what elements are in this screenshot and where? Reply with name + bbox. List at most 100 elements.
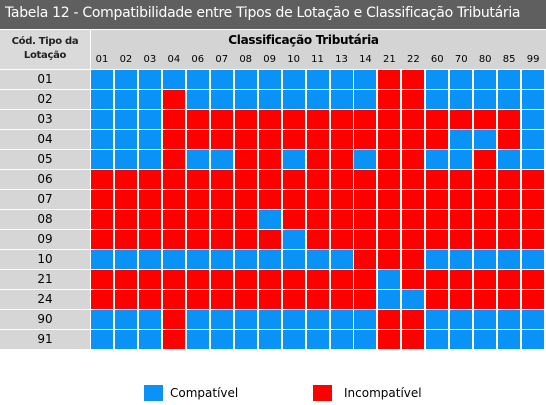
incompatible-cell <box>138 290 161 309</box>
row-label: 08 <box>0 210 90 229</box>
compatible-cell <box>258 210 281 229</box>
compatible-cell <box>282 330 305 349</box>
compatible-cell <box>91 130 113 149</box>
compatible-cell <box>402 290 425 309</box>
compatible-cell <box>354 310 377 329</box>
incompatible-cell <box>378 70 401 89</box>
incompatible-cell <box>306 290 329 309</box>
compatible-cell <box>450 250 473 269</box>
incompatible-cell <box>162 270 185 289</box>
incompatible-cell <box>210 110 233 129</box>
compatible-cell <box>91 330 113 349</box>
incompatible-cell <box>258 110 281 129</box>
compatible-cell <box>330 70 353 89</box>
incompatible-cell <box>330 170 353 189</box>
incompatible-cell <box>114 290 137 309</box>
incompatible-cell <box>91 290 113 309</box>
incompatible-cell <box>91 210 113 229</box>
compatible-cell <box>186 310 209 329</box>
column-code: 03 <box>143 54 157 65</box>
column-group-title: Classificação Tributária <box>228 33 379 47</box>
incompatible-cell <box>378 150 401 169</box>
incompatible-cell <box>426 290 449 309</box>
compatible-cell <box>114 90 137 109</box>
incompatible-cell <box>354 250 377 269</box>
incompatible-cell <box>402 230 425 249</box>
compatible-cell <box>138 150 161 169</box>
row-label: 05 <box>0 150 90 169</box>
compatible-cell <box>138 110 161 129</box>
incompatible-cell <box>162 150 185 169</box>
column-code: 22 <box>406 54 420 65</box>
incompatible-cell <box>186 270 209 289</box>
incompatible-cell <box>138 190 161 209</box>
incompatible-cell <box>186 210 209 229</box>
incompatible-cell <box>522 230 545 249</box>
compatible-cell <box>306 330 329 349</box>
incompatible-cell <box>402 330 425 349</box>
compatible-cell <box>522 150 545 169</box>
incompatible-cell <box>354 270 377 289</box>
incompatible-cell <box>234 210 257 229</box>
compatible-cell <box>186 250 209 269</box>
compatible-cell <box>498 150 521 169</box>
incompatible-cell <box>474 170 497 189</box>
incompatible-cell <box>378 210 401 229</box>
incompatible-cell <box>210 170 233 189</box>
incompatible-cell <box>402 70 425 89</box>
incompatible-cell <box>258 150 281 169</box>
compatible-cell <box>91 70 113 89</box>
compatible-cell <box>258 70 281 89</box>
column-code: 02 <box>119 54 133 65</box>
incompatible-cell <box>91 270 113 289</box>
incompatible-cell <box>91 170 113 189</box>
row-label: 24 <box>0 290 90 309</box>
incompatible-cell <box>234 190 257 209</box>
column-code: 04 <box>167 54 181 65</box>
incompatible-cell <box>234 130 257 149</box>
incompatible-cell <box>306 270 329 289</box>
row-label: 02 <box>0 90 90 109</box>
row-label: 10 <box>0 250 90 269</box>
compatible-cell <box>522 330 545 349</box>
compatible-cell <box>186 70 209 89</box>
incompatible-cell <box>162 210 185 229</box>
compatible-cell <box>306 310 329 329</box>
compatible-cell <box>138 310 161 329</box>
incompatible-cell <box>378 230 401 249</box>
incompatible-cell <box>306 190 329 209</box>
compatible-cell <box>450 150 473 169</box>
compatible-cell <box>426 150 449 169</box>
incompatible-cell <box>210 230 233 249</box>
incompatible-cell <box>162 190 185 209</box>
table-title: Tabela 12 - Compatibilidade entre Tipos … <box>5 5 521 21</box>
compatible-cell <box>306 250 329 269</box>
incompatible-cell <box>378 170 401 189</box>
incompatible-cell <box>258 230 281 249</box>
incompatible-cell <box>114 170 137 189</box>
compatible-cell <box>522 250 545 269</box>
column-code: 21 <box>383 54 396 65</box>
row-label: 07 <box>0 190 90 209</box>
compatible-cell <box>114 130 137 149</box>
compatible-cell <box>258 250 281 269</box>
legend-compatible-swatch <box>144 385 163 401</box>
compatible-cell <box>522 70 545 89</box>
compatible-cell <box>474 310 497 329</box>
incompatible-cell <box>474 210 497 229</box>
incompatible-cell <box>426 270 449 289</box>
compatible-cell <box>426 90 449 109</box>
column-code: 85 <box>502 54 516 65</box>
incompatible-cell <box>426 130 449 149</box>
compatible-cell <box>210 150 233 169</box>
compatible-cell <box>282 230 305 249</box>
incompatible-cell <box>402 210 425 229</box>
compatible-cell <box>282 310 305 329</box>
compatible-cell <box>234 70 257 89</box>
incompatible-cell <box>498 210 521 229</box>
compatible-cell <box>306 90 329 109</box>
incompatible-cell <box>450 230 473 249</box>
incompatible-cell <box>258 190 281 209</box>
incompatible-cell <box>138 170 161 189</box>
compatible-cell <box>114 70 137 89</box>
